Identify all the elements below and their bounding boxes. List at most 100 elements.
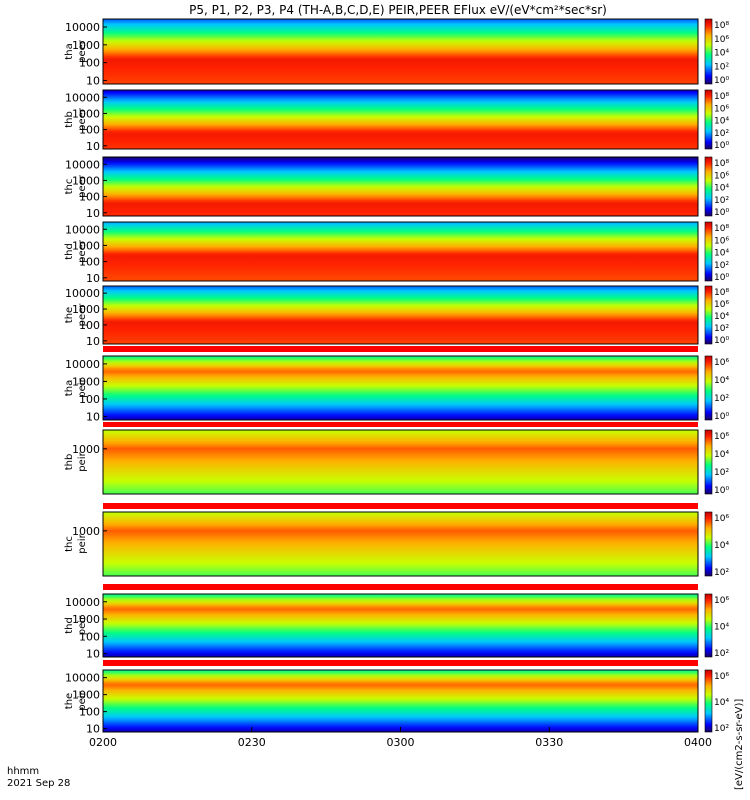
colorbar-1: [704, 18, 713, 85]
spectrogram-panel-2: [103, 90, 698, 149]
colorbar-tick-label: 10²: [714, 261, 729, 271]
colorbar-tick-label: 10²: [714, 649, 729, 659]
y-tick-label: 1000: [72, 239, 100, 252]
panel-4-probe-label: thd: [64, 243, 75, 260]
colorbar-tick-label: 10⁶: [714, 104, 729, 114]
y-tick-label: 1000: [72, 613, 100, 626]
panel-frame-4: [102, 221, 699, 282]
y-tick-label: 100: [79, 191, 100, 204]
y-tick-label: 10000: [65, 672, 100, 685]
colorbar-tick-label: 10⁴: [714, 450, 729, 460]
panel-frame-8: [102, 511, 699, 577]
spectrogram-panel-10: [103, 670, 698, 732]
spectrogram-panel-3: [103, 157, 698, 216]
colorbar-tick-label: 10²: [714, 724, 729, 734]
y-tick-label: 100: [79, 630, 100, 643]
y-tick-label: 10000: [65, 21, 100, 34]
colorbar-tick-label: 10⁰: [714, 336, 729, 346]
colorbar-6: [704, 355, 713, 421]
date-label: 2021 Sep 28: [7, 778, 70, 789]
panel-10-product-label: peir: [77, 690, 88, 710]
colorbar-tick-label: 10²: [714, 196, 729, 206]
colorbar-tick-label: 10⁰: [714, 273, 729, 283]
data-gap-stripe: [103, 584, 698, 590]
colorbar-tick-label: 10⁶: [714, 358, 729, 368]
colorbar-tick-label: 10⁶: [714, 672, 729, 682]
spectrogram-panel-7: [103, 430, 698, 494]
colorbar-tick-label: 10⁶: [714, 35, 729, 45]
panel-frame-2: [102, 89, 699, 150]
colorbar-tick-label: 10²: [714, 468, 729, 478]
colorbar-tick-label: 10⁴: [714, 312, 729, 322]
panel-2-product-label: peer: [77, 107, 88, 131]
y-tick-label: 100: [79, 393, 100, 406]
panel-frame-9: [102, 593, 699, 658]
data-gap-stripe: [103, 422, 698, 427]
colorbar-tick-label: 10⁶: [714, 596, 729, 606]
colorbar-7: [704, 429, 713, 495]
x-tick-label: 0330: [535, 736, 563, 749]
panel-6-product-label: peir: [77, 377, 88, 397]
colorbar-tick-label: 10⁶: [714, 236, 729, 246]
spectrogram-panel-5: [103, 286, 698, 344]
y-tick-label: 1000: [72, 39, 100, 52]
panel-frame-7: [102, 429, 699, 495]
y-tick-label: 10: [86, 723, 100, 736]
y-tick-label: 100: [79, 706, 100, 719]
colorbar-tick-label: 10⁸: [714, 21, 729, 31]
colorbar-tick-label: 10⁰: [714, 76, 729, 86]
y-tick-label: 10: [86, 74, 100, 87]
colorbar-tick-label: 10²: [714, 324, 729, 334]
colorbar-tick-label: 10⁰: [714, 412, 729, 422]
panel-6-probe-label: tha: [64, 380, 75, 396]
colorbar-tick-label: 10⁶: [714, 514, 729, 524]
x-tick-label: 0200: [89, 736, 117, 749]
colorbar-tick-label: 10⁴: [714, 541, 729, 551]
y-tick-label: 10000: [65, 223, 100, 236]
panel-1-product-label: peer: [77, 39, 88, 63]
colorbar-tick-label: 10⁰: [714, 141, 729, 151]
x-axis-label: hhmm: [7, 766, 39, 777]
colorbar-tick-label: 10⁸: [714, 159, 729, 169]
spectrogram-panel-8: [103, 512, 698, 576]
colorbar-tick-label: 10⁴: [714, 376, 729, 386]
spectrogram-panel-1: [103, 19, 698, 84]
panel-frame-3: [102, 156, 699, 217]
y-tick-label: 10000: [65, 358, 100, 371]
colorbar-8: [704, 511, 713, 577]
panel-5-product-label: peer: [77, 303, 88, 327]
panel-frame-5: [102, 285, 699, 345]
colorbar-tick-label: 10⁴: [714, 49, 729, 59]
y-tick-label: 100: [79, 319, 100, 332]
y-tick-label: 1000: [72, 107, 100, 120]
colorbar-4: [704, 221, 713, 282]
y-tick-label: 100: [79, 124, 100, 137]
colorbar-5: [704, 285, 713, 345]
y-tick-label: 10: [86, 410, 100, 423]
panel-frame-1: [102, 18, 699, 85]
colorbar-tick-label: 10²: [714, 62, 729, 72]
y-tick-label: 1000: [72, 303, 100, 316]
panel-8-probe-label: thc: [64, 536, 75, 552]
data-gap-stripe: [103, 660, 698, 666]
colorbar-3: [704, 156, 713, 217]
y-tick-label: 10000: [65, 596, 100, 609]
panel-9-probe-label: thd: [64, 617, 75, 634]
y-tick-label: 1000: [72, 689, 100, 702]
colorbar-tick-label: 10⁴: [714, 623, 729, 633]
panel-3-product-label: peer: [77, 174, 88, 198]
panel-1-probe-label: tha: [64, 43, 75, 59]
data-gap-stripe: [103, 346, 698, 352]
colorbar-tick-label: 10⁴: [714, 117, 729, 127]
panel-8-product-label: peir: [77, 533, 88, 553]
colorbar-tick-label: 10²: [714, 568, 729, 578]
y-tick-label: 1000: [72, 174, 100, 187]
chart-title: P5, P1, P2, P3, P4 (TH-A,B,C,D,E) PEIR,P…: [189, 3, 607, 17]
colorbar-tick-label: 10⁸: [714, 92, 729, 102]
y-tick-label: 1000: [72, 525, 100, 538]
x-tick-label: 0400: [684, 736, 712, 749]
colorbar-tick-label: 10⁸: [714, 224, 729, 234]
y-tick-label: 10000: [65, 287, 100, 300]
colorbar-10: [704, 669, 713, 733]
colorbar-tick-label: 10²: [714, 129, 729, 139]
